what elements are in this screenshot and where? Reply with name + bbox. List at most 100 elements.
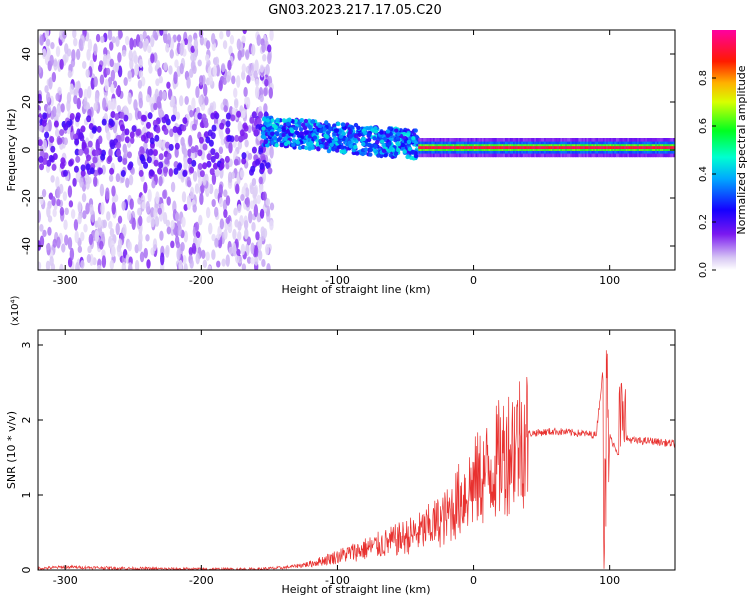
spectrogram-cell [154,216,160,227]
spectrogram-cell [219,31,224,40]
spectrogram-cell [203,83,208,97]
spectrogram-cell [320,137,326,143]
spectrogram-cell [198,75,204,86]
snr-x-tick-label: 100 [599,574,620,587]
spectrogram-cell [74,148,80,156]
spectrogram-cell [179,62,184,75]
spectrogram-cell [524,146,527,150]
snr-x-tick-label: -200 [189,574,214,587]
spectrogram-cell [46,105,52,114]
spectrogram-cell [190,45,195,54]
spectrogram-cell [242,30,247,35]
spectrogram-cell [269,30,274,41]
spectrogram-cell [80,169,86,177]
spectrogram-cell [123,114,129,122]
spectrogram-cell [517,146,521,150]
spectrogram-cell [467,146,470,150]
spectrogram-cell [648,146,651,150]
spectrogram-cell [651,146,655,150]
spectrogram-cell [137,110,142,120]
spectrogram-cell [298,127,304,132]
spectrogram-cell [563,146,566,150]
spectrogram-cell [62,31,67,39]
spectrogram-cell [372,136,377,141]
spectrogram-cell [212,162,218,170]
spectrogram-cell [244,228,249,240]
spectrogram-cell [148,65,153,74]
spectrogram-cell [47,226,52,236]
spectrogram-cell [145,121,151,129]
spectrogram-cell [106,211,111,221]
spectrogram-cell [602,146,606,150]
spectrogram-cell [87,245,92,254]
spectrogram-cell [511,146,514,150]
spectrogram-cell [108,174,114,182]
spectrogram-cell [39,195,44,206]
spectrogram-cell [42,229,47,238]
spectrogram-cell [353,133,359,139]
spectrogram-cell [379,139,385,144]
spectrogram-cell [249,116,255,124]
spectrogram-cell [436,146,439,150]
spectrogram-cell [237,203,242,214]
spectrogram-cell [124,35,130,46]
spectrogram-cell [72,177,77,187]
spectrogram-cell [45,38,51,47]
spectrogram-cell [571,146,575,150]
spectrogram-y-tick-label: 20 [20,95,33,109]
spectrogram-cell [166,33,172,47]
spectrogram-cell [334,148,340,153]
spectrogram-cell [44,85,49,93]
spectrogram-cell [195,231,201,239]
spectrogram-cell [535,146,539,150]
snr-x-tick-label: -300 [53,574,78,587]
spectrogram-cell [366,126,372,131]
spectrogram-cell [175,111,181,120]
spectrogram-cell [107,30,113,41]
spectrogram-cell [252,186,258,198]
spectrogram-cell [225,112,231,120]
spectrogram-cell [262,54,267,62]
spectrogram-cell [151,180,156,189]
spectrogram-cell [77,245,83,254]
spectrogram-cell [43,152,49,160]
spectrogram-cell [42,157,48,165]
spectrogram-cell [304,145,309,151]
spectrogram-cell [241,152,247,160]
spectrogram-cell [464,146,467,150]
spectrogram-cell [223,229,228,240]
spectrogram-cell [421,146,424,150]
spectrogram-cell [119,111,125,119]
spectrogram-cell [205,251,210,262]
spectrogram-cell [139,251,145,263]
spectrogram-cell [191,123,197,131]
spectrogram-cell [96,125,102,133]
spectrogram-cell [150,53,155,64]
spectrogram-cell [460,146,463,150]
spectrogram-cell [609,146,612,150]
spectrogram-cell [244,96,249,106]
spectrogram-cell [259,208,265,219]
spectrogram-cell [187,148,192,158]
spectrogram-cell [163,166,169,174]
spectrogram-cell [225,195,231,206]
spectrogram-cell [473,146,477,150]
spectrogram-cell [668,146,671,150]
spectrogram-cell [619,146,622,150]
spectrogram-cell [191,159,197,167]
spectrogram-cell [241,110,246,119]
spectrogram-cell [259,94,264,103]
spectrogram-cell [165,43,170,53]
spectrogram-cell [205,136,211,144]
snr-y-ticks: 0 1 2 3 [20,342,675,574]
spectrogram-cell [51,196,56,207]
spectrogram-cell [89,167,95,175]
spectrogram-cell [671,146,674,150]
spectrogram-cell [86,115,92,123]
spectrogram-cell [127,92,132,105]
spectrogram-cell [253,129,259,137]
spectrogram-cell [254,78,260,87]
spectrogram-cell [51,71,57,83]
spectrogram-cell [192,170,198,182]
spectrogram-cell [227,59,232,71]
